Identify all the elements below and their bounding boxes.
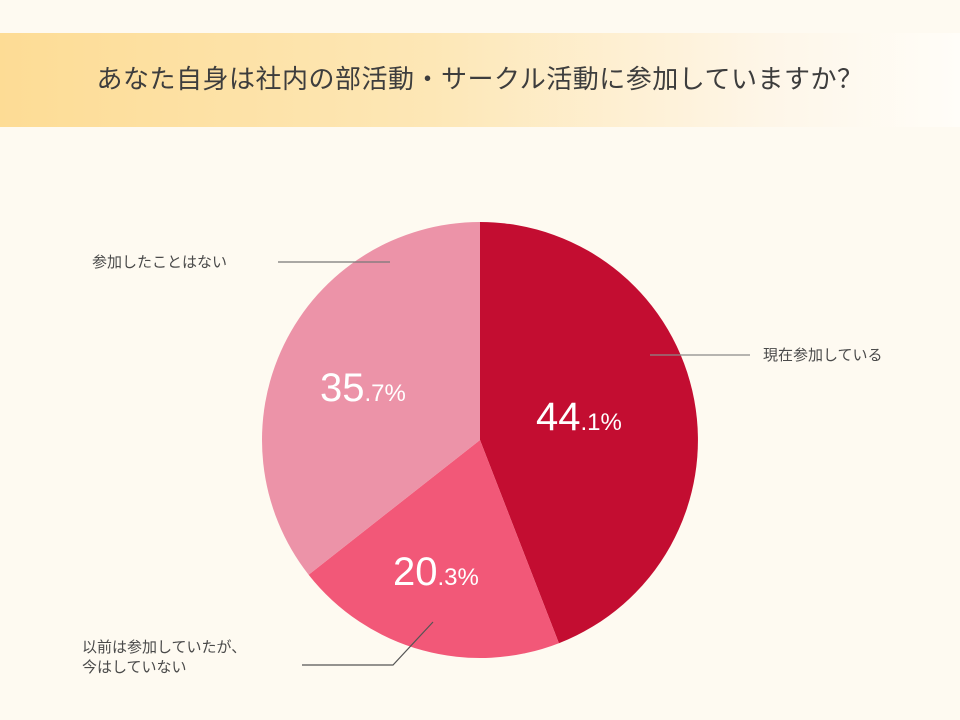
pct-former: 20.3% [393,552,479,592]
slice-never [262,222,480,575]
pct-current-dec: .1% [580,409,622,436]
label-former-line1: 以前は参加していたが、 [82,638,247,656]
pct-former-dec: .3% [437,564,479,591]
slice-current [480,222,698,644]
pct-never-int: 35 [320,366,365,410]
pct-current-int: 44 [536,395,581,439]
pct-current: 44.1% [536,397,622,437]
label-current: 現在参加している [763,346,883,364]
title-banner: あなた自身は社内の部活動・サークル活動に参加していますか？ [0,33,960,127]
label-former: 以前は参加していたが、 今はしていない [82,637,246,677]
chart-title: あなた自身は社内の部活動・サークル活動に参加していますか？ [96,65,864,95]
label-former-line2: 今はしていない [82,658,187,676]
leader-line-former [302,621,434,666]
pct-never: 35.7% [320,368,406,408]
pct-former-int: 20 [393,550,438,594]
slice-former [308,440,559,658]
pct-never-dec: .7% [364,380,406,407]
label-never: 参加したことはない [92,253,228,271]
